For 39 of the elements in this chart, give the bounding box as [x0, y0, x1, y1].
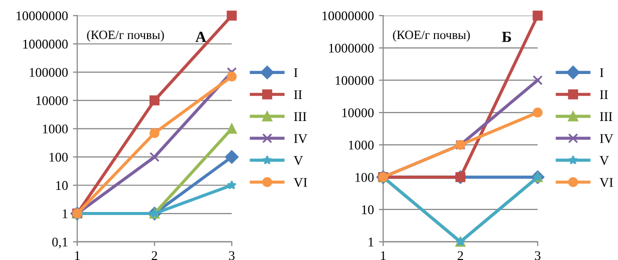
legend-label: I [600, 68, 604, 78]
annotation: (КОЕ/г почвы) [392, 30, 470, 42]
y-tick-label: 10000 [36, 96, 68, 106]
y-tick-label: 10000000 [16, 11, 68, 20]
y-tick-label: 1000000 [23, 40, 68, 49]
text: А [195, 32, 206, 42]
x-tick-label: 3 [534, 251, 540, 260]
y-tick-label: 1000 [42, 124, 68, 134]
x-tick-label: 1 [381, 251, 386, 260]
annotation: (КОЕ/г почвы) [87, 30, 164, 42]
y-tick-label: 1 [368, 238, 374, 246]
y-tick-label: 1 [62, 209, 68, 218]
y-tick-label: 0,1 [52, 238, 68, 248]
legend-label: III [600, 112, 612, 121]
y-tick-label: 1000 [348, 140, 374, 150]
legend-label: V [294, 156, 303, 166]
y-tick-label: 10000 [342, 108, 374, 118]
legend-label: III [294, 112, 306, 121]
legend-label: VI [294, 178, 308, 187]
y-tick-label: 10 [56, 181, 68, 190]
x-tick-label: 2 [152, 251, 158, 260]
legend-label: IV [600, 134, 614, 144]
legend-label: I [294, 68, 298, 78]
y-tick-label: 10000000 [322, 11, 374, 20]
x-tick-label: 3 [229, 251, 235, 260]
legend-label: IV [294, 134, 308, 144]
legend-label: II [600, 90, 608, 99]
x-tick-label: 1 [75, 251, 80, 260]
legend-label: VI [600, 178, 613, 187]
x-tick-label: 2 [458, 251, 463, 260]
y-tick-label: 100 [356, 172, 374, 182]
y-tick-label: 100000 [30, 68, 68, 77]
y-tick-label: 10 [362, 205, 374, 214]
y-tick-label: 100 [50, 152, 68, 162]
y-tick-label: 1000000 [329, 44, 374, 53]
text: Б [502, 32, 512, 42]
legend-label: V [600, 156, 609, 166]
y-tick-label: 100000 [336, 76, 374, 85]
legend-label: II [294, 90, 302, 99]
